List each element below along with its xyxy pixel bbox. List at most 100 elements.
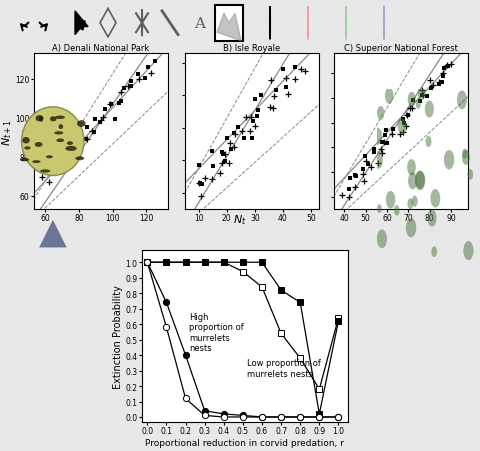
Point bbox=[134, 71, 142, 78]
Ellipse shape bbox=[24, 147, 31, 150]
Point bbox=[201, 175, 208, 183]
Point bbox=[196, 180, 204, 187]
Point bbox=[226, 160, 233, 167]
Bar bbox=[215, 6, 243, 41]
Point bbox=[360, 171, 367, 178]
Circle shape bbox=[468, 170, 473, 180]
Point bbox=[284, 91, 292, 98]
Circle shape bbox=[377, 107, 384, 120]
Polygon shape bbox=[217, 14, 241, 41]
Point bbox=[117, 98, 124, 105]
Point bbox=[253, 113, 261, 120]
Point bbox=[362, 158, 370, 165]
Point bbox=[118, 89, 125, 97]
Circle shape bbox=[398, 119, 407, 135]
Point bbox=[370, 146, 378, 153]
Point bbox=[242, 115, 250, 122]
Point bbox=[81, 136, 88, 143]
Point bbox=[127, 83, 135, 90]
Point bbox=[216, 170, 224, 177]
Point bbox=[240, 135, 248, 143]
Point bbox=[73, 144, 81, 152]
Point bbox=[361, 153, 369, 161]
Point bbox=[364, 161, 372, 168]
Circle shape bbox=[432, 247, 437, 258]
Point bbox=[111, 116, 119, 123]
Point bbox=[399, 129, 407, 136]
Circle shape bbox=[431, 189, 440, 208]
Circle shape bbox=[385, 88, 394, 105]
Point bbox=[198, 181, 206, 189]
Ellipse shape bbox=[39, 116, 43, 123]
Point bbox=[96, 120, 104, 127]
Circle shape bbox=[444, 151, 454, 170]
Circle shape bbox=[377, 230, 387, 249]
Point bbox=[359, 166, 366, 173]
Point bbox=[399, 116, 407, 124]
Ellipse shape bbox=[59, 125, 63, 130]
Point bbox=[409, 97, 417, 104]
Text: $N_t$: $N_t$ bbox=[233, 213, 247, 227]
Point bbox=[107, 101, 114, 109]
Ellipse shape bbox=[55, 116, 65, 120]
Point bbox=[382, 127, 390, 134]
Point bbox=[400, 120, 408, 127]
Point bbox=[90, 129, 97, 136]
Circle shape bbox=[415, 171, 425, 189]
Point bbox=[272, 87, 280, 94]
Ellipse shape bbox=[77, 121, 85, 128]
Circle shape bbox=[426, 137, 432, 147]
Point bbox=[230, 144, 238, 152]
Point bbox=[230, 130, 238, 137]
Point bbox=[254, 107, 262, 115]
Point bbox=[301, 69, 309, 76]
Point bbox=[266, 104, 274, 111]
Point bbox=[195, 180, 203, 188]
Circle shape bbox=[408, 199, 413, 210]
Point bbox=[427, 77, 434, 84]
Text: High
proportion of
murrelets
nests: High proportion of murrelets nests bbox=[190, 312, 244, 352]
Point bbox=[141, 75, 149, 83]
Ellipse shape bbox=[50, 117, 57, 122]
Point bbox=[75, 142, 83, 149]
Y-axis label: Extinction Probability: Extinction Probability bbox=[112, 284, 122, 388]
Point bbox=[220, 151, 228, 158]
Point bbox=[58, 147, 66, 154]
Circle shape bbox=[462, 149, 468, 159]
Text: Low proportion of
murrelets nests: Low proportion of murrelets nests bbox=[247, 359, 321, 378]
Circle shape bbox=[394, 206, 400, 216]
Text: A: A bbox=[194, 17, 205, 31]
Point bbox=[209, 163, 216, 170]
Circle shape bbox=[372, 128, 382, 146]
Point bbox=[283, 84, 290, 91]
Ellipse shape bbox=[65, 147, 77, 152]
Point bbox=[221, 158, 229, 166]
Point bbox=[227, 146, 235, 153]
Point bbox=[46, 179, 53, 186]
Point bbox=[381, 138, 388, 146]
Point bbox=[221, 152, 228, 159]
Point bbox=[135, 77, 143, 84]
Circle shape bbox=[408, 92, 416, 107]
Point bbox=[88, 128, 96, 135]
Circle shape bbox=[377, 205, 382, 214]
Ellipse shape bbox=[32, 161, 41, 164]
Point bbox=[267, 78, 275, 85]
Circle shape bbox=[407, 160, 416, 176]
Point bbox=[423, 93, 431, 101]
Circle shape bbox=[418, 87, 425, 101]
Point bbox=[429, 82, 437, 89]
Point bbox=[351, 184, 359, 191]
Point bbox=[270, 93, 278, 101]
Point bbox=[252, 124, 259, 131]
Point bbox=[127, 78, 135, 85]
Point bbox=[247, 115, 254, 122]
Circle shape bbox=[457, 91, 467, 110]
Ellipse shape bbox=[54, 132, 63, 135]
Point bbox=[144, 64, 152, 71]
Ellipse shape bbox=[75, 157, 84, 161]
Point bbox=[367, 164, 375, 171]
Point bbox=[338, 192, 346, 199]
Point bbox=[42, 166, 50, 174]
Point bbox=[382, 132, 389, 139]
